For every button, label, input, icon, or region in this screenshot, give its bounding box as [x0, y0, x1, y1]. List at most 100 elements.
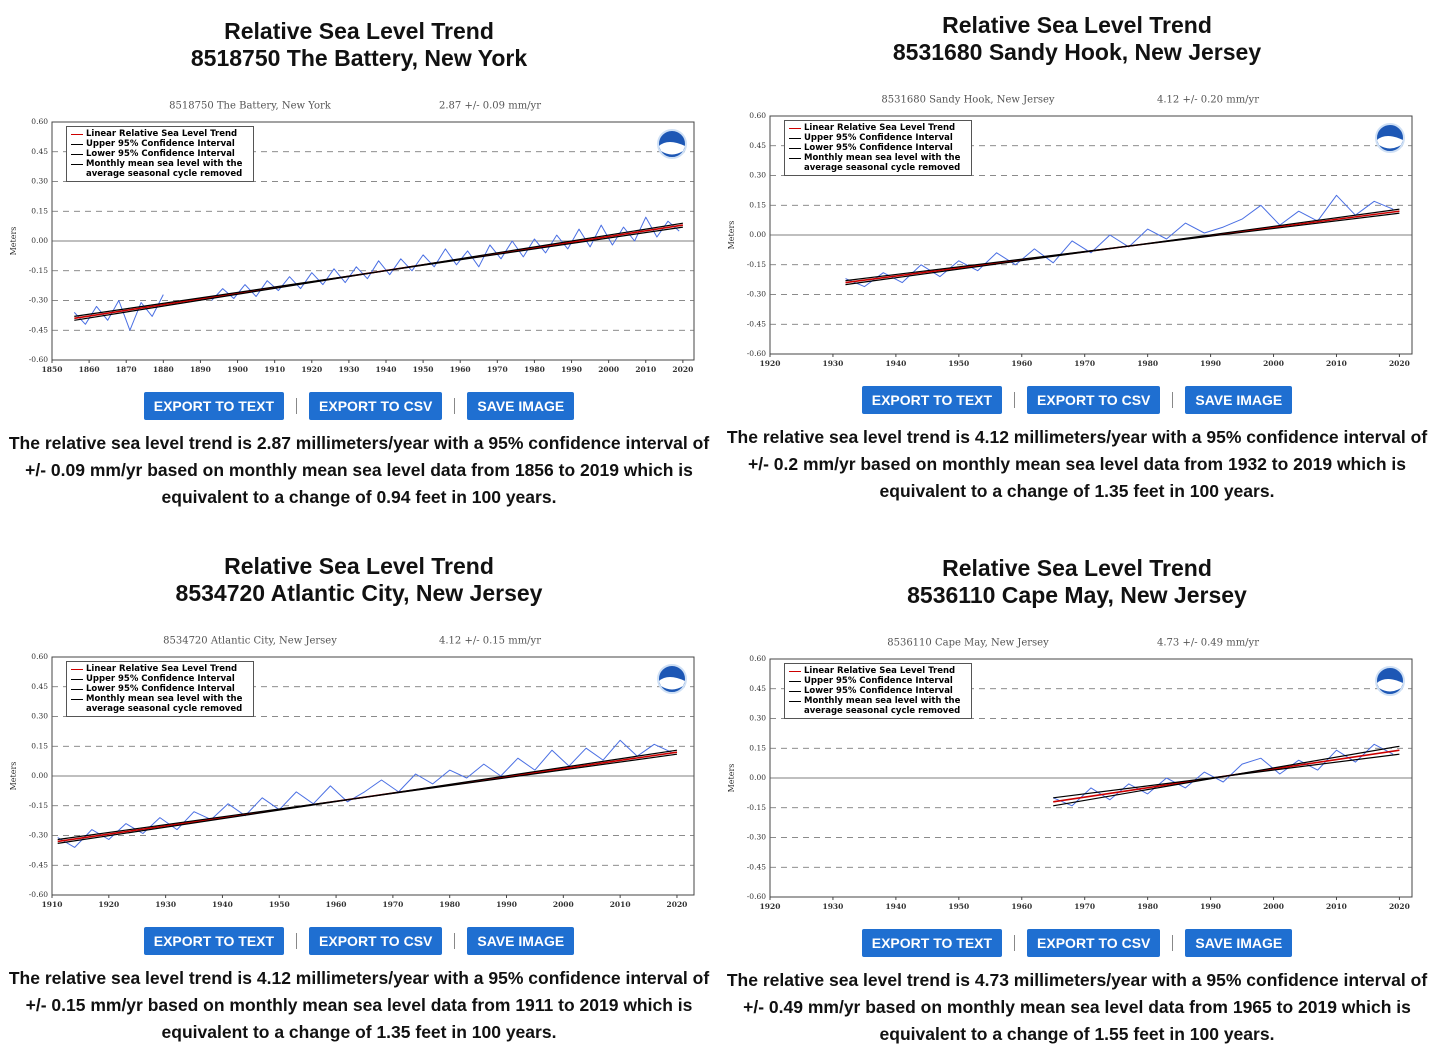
- button[interactable]: EXPORT TO TEXT: [143, 392, 285, 420]
- legend-label: Lower 95% Confidence Interval: [804, 143, 953, 153]
- legend: Linear Relative Sea Level Trend Upper 95%…: [784, 120, 972, 176]
- legend-entry: Monthly mean sea level with the average …: [71, 159, 249, 179]
- legend-entry: Upper 95% Confidence Interval: [71, 674, 249, 684]
- x-tick-label: 1950: [948, 359, 969, 368]
- y-tick-label: 0.30: [749, 714, 766, 723]
- chart-title: 8536110 Cape May, New Jersey: [887, 638, 1049, 649]
- heading-line: Relative Sea Level Trend: [224, 553, 494, 579]
- x-tick-label: 1990: [1200, 902, 1221, 911]
- x-tick-label: 1980: [439, 900, 460, 909]
- separator: [454, 398, 456, 414]
- logo-wave: [1377, 136, 1403, 149]
- y-tick-label: -0.45: [747, 862, 766, 871]
- x-tick-label: 1960: [326, 900, 347, 909]
- heading: Relative Sea Level Trend 8534720 Atlantic…: [0, 553, 718, 607]
- legend-swatch: [789, 681, 801, 682]
- x-tick-label: 1930: [338, 365, 359, 374]
- y-tick-label: 0.45: [31, 682, 48, 691]
- x-tick-label: 1950: [413, 365, 434, 374]
- y-tick-label: -0.15: [747, 260, 766, 269]
- button[interactable]: EXPORT TO CSV: [1027, 929, 1161, 957]
- button[interactable]: EXPORT TO TEXT: [861, 386, 1003, 414]
- x-tick-label: 1980: [1137, 359, 1158, 368]
- button[interactable]: SAVE IMAGE: [467, 927, 575, 955]
- chart: 8536110 Cape May, New Jersey 4.73 +/- 0.4…: [718, 631, 1436, 923]
- series-line: [1053, 743, 1394, 807]
- button[interactable]: EXPORT TO TEXT: [143, 927, 285, 955]
- button[interactable]: EXPORT TO TEXT: [861, 929, 1003, 957]
- x-tick-label: 1920: [98, 900, 119, 909]
- x-tick-label: 2010: [1326, 902, 1347, 911]
- chart-svg: 8518750 The Battery, New York 2.87 +/- 0.…: [9, 101, 695, 374]
- legend: Linear Relative Sea Level Trend Upper 95%…: [66, 126, 254, 182]
- legend-entry: Upper 95% Confidence Interval: [71, 139, 249, 149]
- legend-swatch: [71, 679, 83, 680]
- heading-line: Relative Sea Level Trend: [942, 12, 1212, 38]
- button[interactable]: SAVE IMAGE: [1185, 386, 1293, 414]
- y-tick-label: -0.30: [747, 290, 766, 299]
- x-tick-label: 1970: [487, 365, 508, 374]
- legend-entry: Lower 95% Confidence Interval: [71, 684, 249, 694]
- x-tick-label: 1920: [301, 365, 322, 374]
- legend-label: Monthly mean sea level with the average …: [804, 153, 961, 173]
- x-tick-label: 1950: [269, 900, 290, 909]
- x-tick-label: 1900: [227, 365, 248, 374]
- chart-title: 8534720 Atlantic City, New Jersey: [163, 636, 337, 647]
- separator: [454, 933, 456, 949]
- x-tick-label: 1920: [760, 359, 781, 368]
- y-tick-label: 0.15: [31, 741, 48, 750]
- button[interactable]: EXPORT TO CSV: [1027, 386, 1161, 414]
- y-tick-label: -0.15: [29, 801, 48, 810]
- legend-swatch: [71, 134, 83, 135]
- y-tick-label: -0.60: [29, 355, 48, 364]
- legend-entry: Linear Relative Sea Level Trend: [789, 666, 967, 676]
- legend-label: Lower 95% Confidence Interval: [86, 149, 235, 159]
- chart-subtitle: 2.87 +/- 0.09 mm/yr: [439, 101, 541, 112]
- y-tick-label: -0.60: [747, 349, 766, 358]
- separator: [296, 398, 298, 414]
- legend-entry: Monthly mean sea level with the average …: [789, 696, 967, 716]
- legend-label: Lower 95% Confidence Interval: [804, 686, 953, 696]
- y-axis-label: Meters: [9, 227, 18, 256]
- heading: Relative Sea Level Trend 8518750 The Batt…: [0, 18, 718, 72]
- x-tick-label: 2010: [610, 900, 631, 909]
- legend-swatch: [789, 158, 801, 159]
- x-tick-label: 1990: [1200, 359, 1221, 368]
- y-tick-label: -0.60: [29, 890, 48, 899]
- y-axis-label: Meters: [9, 762, 18, 791]
- legend-entry: Monthly mean sea level with the average …: [789, 153, 967, 173]
- legend-swatch: [789, 138, 801, 139]
- series-line: [845, 194, 1394, 288]
- x-tick-label: 2020: [667, 900, 688, 909]
- y-tick-label: 0.00: [749, 230, 766, 239]
- y-tick-label: -0.30: [29, 831, 48, 840]
- button[interactable]: SAVE IMAGE: [467, 392, 575, 420]
- button[interactable]: SAVE IMAGE: [1185, 929, 1293, 957]
- legend-swatch: [789, 691, 801, 692]
- button-row: EXPORT TO TEXT EXPORT TO CSV SAVE IMAGE: [718, 929, 1436, 957]
- y-tick-label: -0.45: [29, 325, 48, 334]
- button[interactable]: EXPORT TO CSV: [309, 392, 443, 420]
- y-tick-label: 0.45: [31, 147, 48, 156]
- y-tick-label: 0.00: [31, 236, 48, 245]
- series-line: [74, 226, 683, 317]
- x-tick-label: 1970: [1074, 902, 1095, 911]
- legend-entry: Linear Relative Sea Level Trend: [71, 129, 249, 139]
- logo-wave: [659, 142, 685, 155]
- legend-swatch: [71, 699, 83, 700]
- description: The relative sea level trend is 4.73 mil…: [726, 970, 1428, 1044]
- heading: Relative Sea Level Trend 8531680 Sandy Ho…: [718, 12, 1436, 66]
- description: The relative sea level trend is 4.12 mil…: [726, 427, 1428, 501]
- x-tick-label: 1910: [42, 900, 63, 909]
- x-tick-label: 1920: [760, 902, 781, 911]
- x-tick-label: 2020: [1389, 902, 1410, 911]
- y-tick-label: 0.45: [749, 141, 766, 150]
- legend-entry: Lower 95% Confidence Interval: [789, 686, 967, 696]
- panel: Relative Sea Level Trend 8518750 The Batt…: [0, 6, 718, 511]
- heading-line: 8534720 Atlantic City, New Jersey: [175, 580, 543, 606]
- legend-label: Linear Relative Sea Level Trend: [86, 664, 238, 674]
- legend: Linear Relative Sea Level Trend Upper 95%…: [784, 663, 972, 719]
- button[interactable]: EXPORT TO CSV: [309, 927, 443, 955]
- x-tick-label: 1940: [376, 365, 397, 374]
